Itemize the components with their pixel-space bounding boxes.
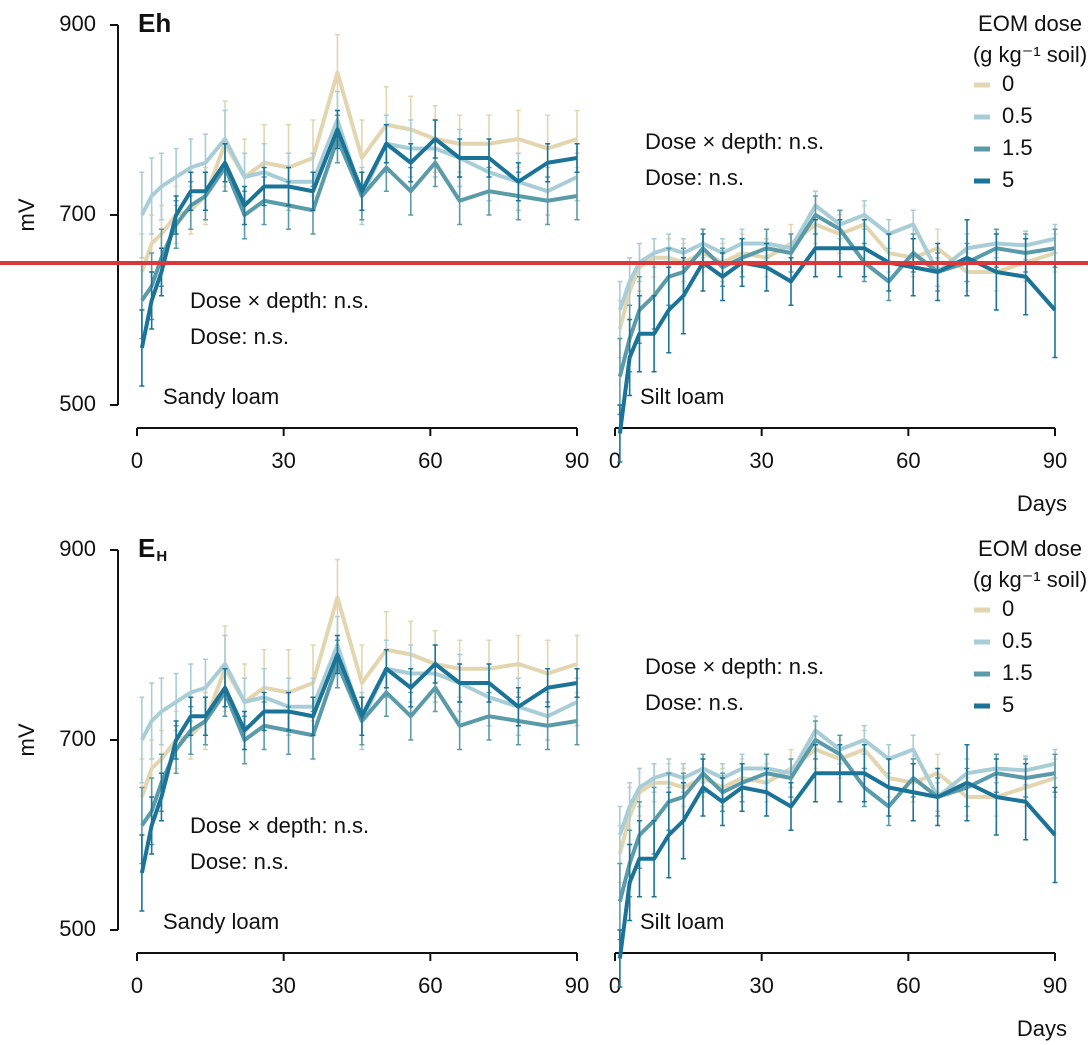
legend-title: EOM dose <box>978 11 1082 36</box>
x-tick-label: 30 <box>749 448 773 473</box>
series-line <box>139 127 578 349</box>
x-tick-label: 60 <box>896 973 920 998</box>
panel-label: Silt loam <box>640 909 724 934</box>
annotation: Dose: n.s. <box>190 324 289 349</box>
x-tick-label: 60 <box>418 973 442 998</box>
y-axis-label: mV <box>14 198 39 231</box>
legend-title: (g kg⁻¹ soil) <box>973 42 1087 67</box>
y-tick-label: 900 <box>59 536 96 561</box>
legend-label: 0 <box>1002 596 1014 621</box>
legend-title: (g kg⁻¹ soil) <box>973 567 1087 592</box>
x-tick-label: 60 <box>418 448 442 473</box>
legend-label: 0 <box>1002 71 1014 96</box>
annotation: Dose × depth: n.s. <box>645 129 824 154</box>
panel-title-subscript: H <box>156 548 167 565</box>
x-tick-label: 90 <box>565 448 589 473</box>
x-tick-label: 60 <box>896 448 920 473</box>
legend-label: 5 <box>1002 692 1014 717</box>
x-tick-label: 30 <box>749 973 773 998</box>
legend-title: EOM dose <box>978 536 1082 561</box>
x-tick-label: 30 <box>271 973 295 998</box>
x-tick-label: 0 <box>131 448 143 473</box>
annotation: Dose: n.s. <box>190 849 289 874</box>
series-line <box>617 213 1056 377</box>
legend-label: 1.5 <box>1002 135 1033 160</box>
y-tick-label: 700 <box>59 726 96 751</box>
x-axis-label: Days <box>1017 1016 1067 1041</box>
panel-label: Sandy loam <box>163 384 279 409</box>
x-tick-label: 0 <box>609 448 621 473</box>
x-tick-label: 90 <box>1043 973 1067 998</box>
series-line <box>617 771 1057 959</box>
x-tick-label: 30 <box>271 448 295 473</box>
legend-label: 5 <box>1002 167 1014 192</box>
y-tick-label: 700 <box>59 201 96 226</box>
legend-label: 1.5 <box>1002 660 1033 685</box>
panel-title: Eh <box>138 8 171 38</box>
legend-label: 0.5 <box>1002 103 1033 128</box>
panel-label: Silt loam <box>640 384 724 409</box>
x-tick-label: 90 <box>1043 448 1067 473</box>
annotation: Dose × depth: n.s. <box>645 654 824 679</box>
panel-label: Sandy loam <box>163 909 279 934</box>
x-tick-label: 0 <box>131 973 143 998</box>
x-axis-label: Days <box>1017 491 1067 516</box>
y-tick-label: 500 <box>59 391 96 416</box>
y-tick-label: 500 <box>59 916 96 941</box>
annotation: Dose × depth: n.s. <box>190 288 369 313</box>
annotation: Dose: n.s. <box>645 690 744 715</box>
y-tick-label: 900 <box>59 11 96 36</box>
legend-label: 0.5 <box>1002 628 1033 653</box>
annotation: Dose × depth: n.s. <box>190 813 369 838</box>
series-line <box>617 738 1056 902</box>
panel-title: E <box>138 533 155 563</box>
x-tick-label: 0 <box>609 973 621 998</box>
series-line <box>139 652 578 874</box>
x-tick-label: 90 <box>565 973 589 998</box>
y-axis-label: mV <box>14 723 39 756</box>
annotation: Dose: n.s. <box>645 165 744 190</box>
